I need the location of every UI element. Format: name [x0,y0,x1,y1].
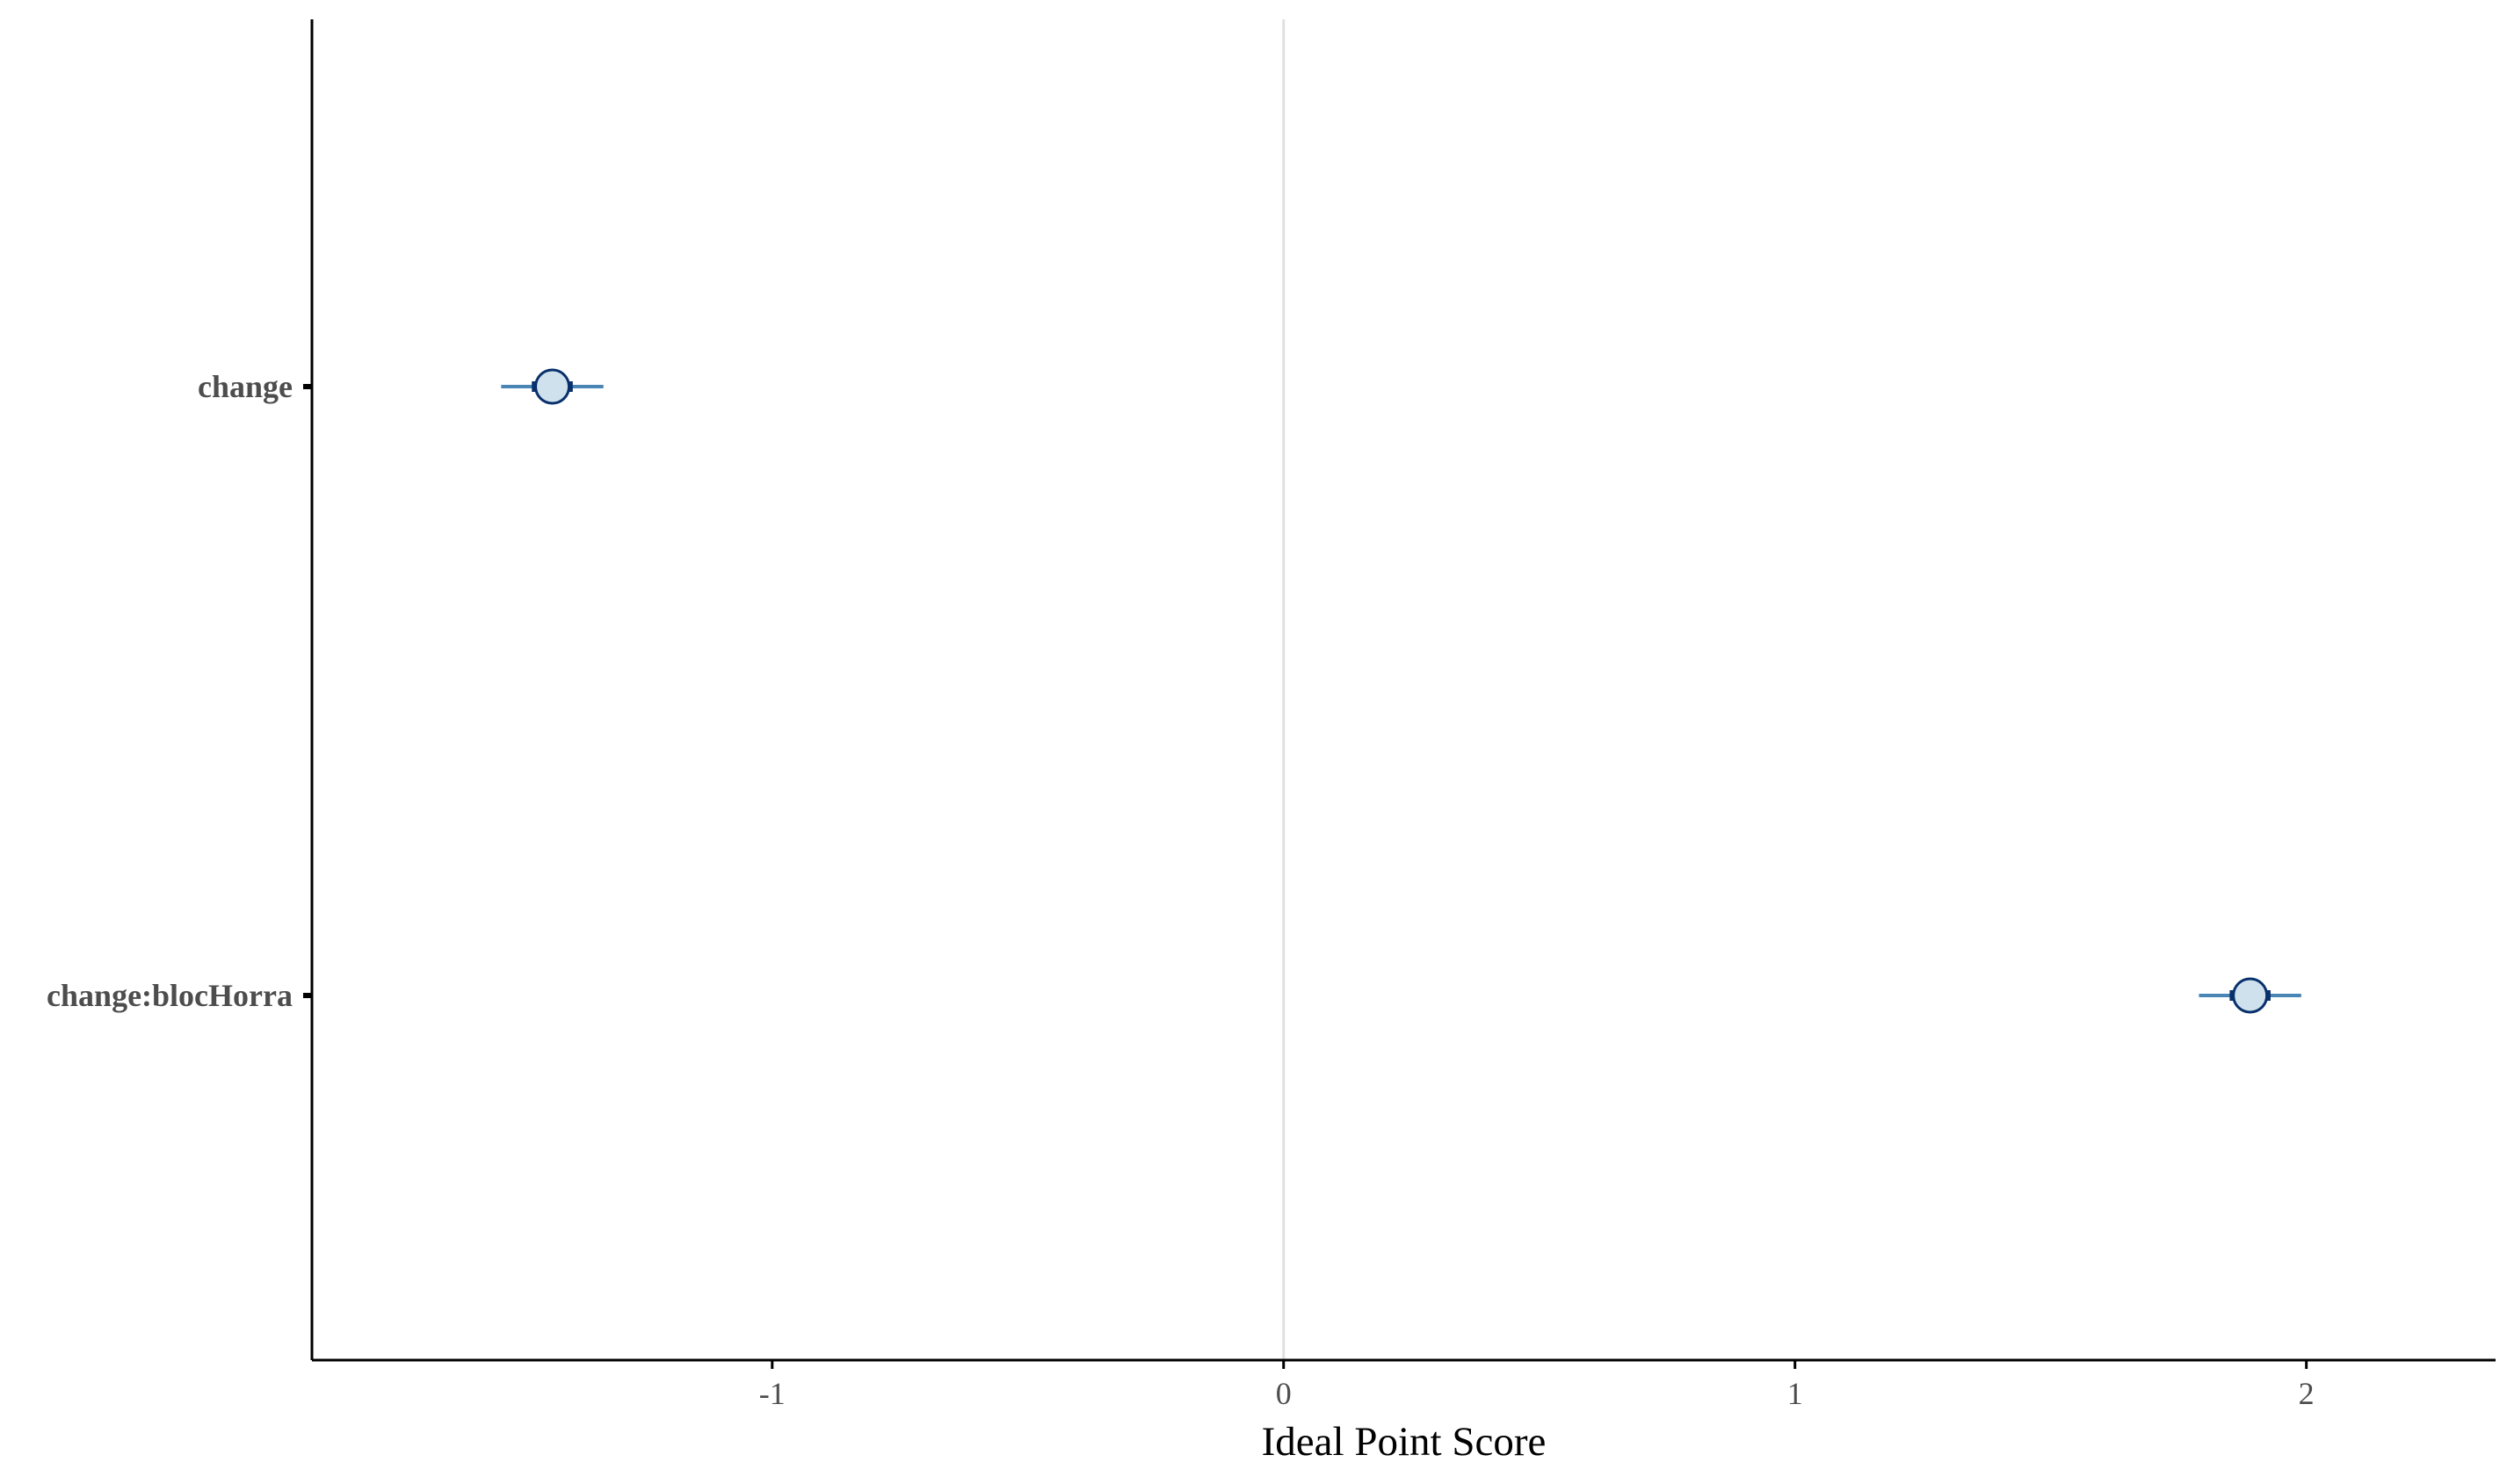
point-estimate [2232,977,2269,1014]
x-tick-label: 0 [1276,1376,1292,1411]
x-tick-label: 1 [1787,1376,1803,1411]
point-estimate [534,368,571,405]
x-axis-title: Ideal Point Score [1262,1419,1547,1465]
y-tick-label: change:blocHorra [47,978,293,1013]
x-tick-label: 2 [2299,1376,2315,1411]
y-tick-label: change [198,369,293,404]
x-tick-label: -1 [759,1376,786,1411]
